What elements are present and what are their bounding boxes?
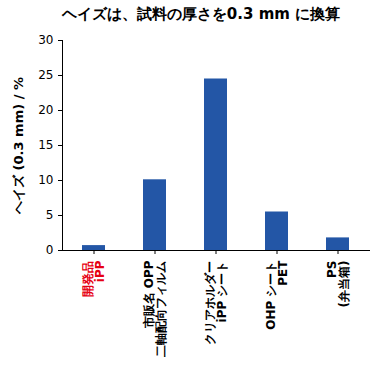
svg-text:クリアホルダーiPP シート: クリアホルダーiPP シート — [203, 261, 229, 345]
svg-text:開発品iPP: 開発品iPP — [81, 260, 107, 296]
svg-text:ヘイズ (0.3 mm) / %: ヘイズ (0.3 mm) / % — [11, 77, 26, 215]
svg-text:10: 10 — [38, 173, 53, 187]
svg-text:5: 5 — [46, 208, 54, 222]
html-text:ヘイズは、試料の厚さを0.3 mm に換算: ヘイズは、試料の厚さを0.3 mm に換算 — [61, 5, 341, 23]
svg-text:PS(弁当箱): PS(弁当箱) — [325, 261, 351, 308]
svg-text:OHP シートPET: OHP シートPET — [264, 260, 290, 330]
svg-text:市販名 OPP二軸配向フィルム: 市販名 OPP二軸配向フィルム — [142, 260, 168, 356]
svg-text:30: 30 — [38, 33, 53, 47]
svg-text:20: 20 — [38, 103, 53, 117]
svg-text:15: 15 — [38, 138, 53, 152]
svg-text:25: 25 — [38, 68, 53, 82]
svg-text:0: 0 — [46, 243, 54, 257]
